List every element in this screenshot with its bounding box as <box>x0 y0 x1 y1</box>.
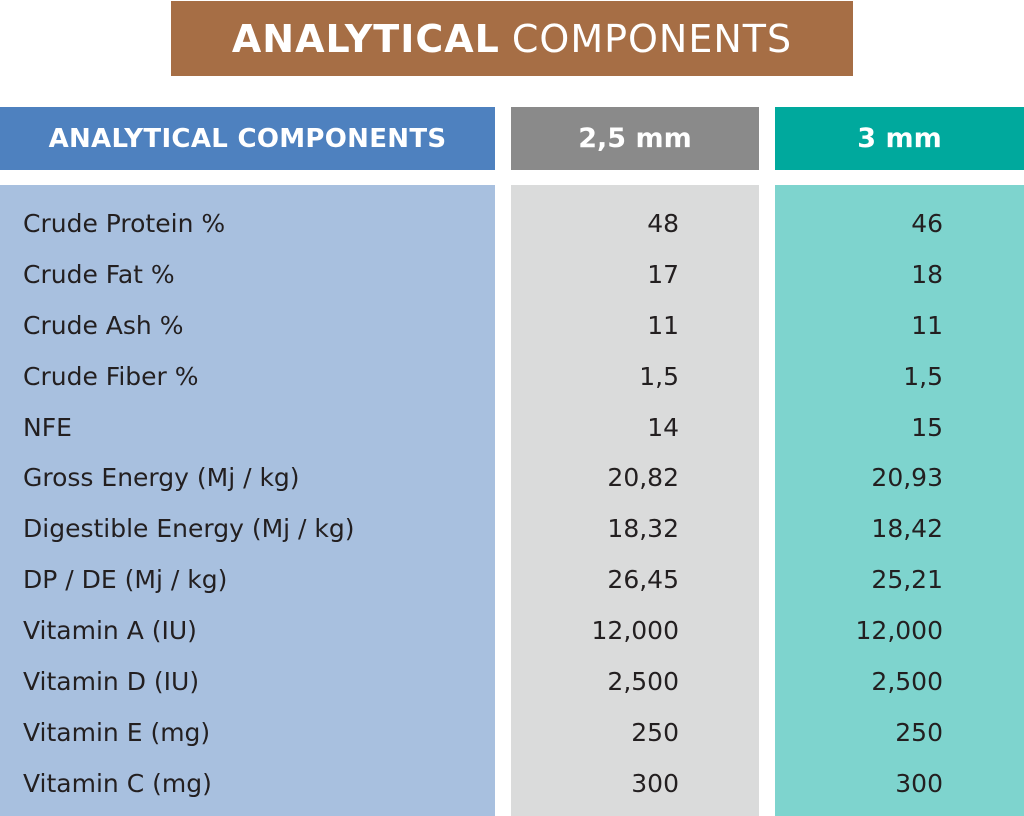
row-label: Gross Energy (Mj / kg) <box>23 463 300 493</box>
row-value-2-5mm: 12,000 <box>591 616 679 646</box>
row-label: Crude Ash % <box>23 310 184 340</box>
row-value-3mm: 15 <box>911 412 943 442</box>
table-row: Vitamin D (IU) 2,500 2,500 <box>0 657 1024 708</box>
title-light-word: COMPONENTS <box>511 16 793 61</box>
row-value-3mm: 25,21 <box>871 565 943 595</box>
row-value-2-5mm: 17 <box>647 259 679 289</box>
column-body-components <box>0 185 495 816</box>
header-3mm: 3 mm <box>775 107 1024 170</box>
column-body-2-5mm <box>511 185 759 816</box>
table-row: NFE 14 15 <box>0 403 1024 454</box>
row-value-2-5mm: 11 <box>647 310 679 340</box>
table-row: Crude Fat % 17 18 <box>0 250 1024 301</box>
title-bold-word: ANALYTICAL <box>231 16 500 61</box>
row-value-2-5mm: 250 <box>631 717 679 747</box>
table-rows: Crude Protein % 48 46 Crude Fat % 17 18 … <box>0 199 1024 810</box>
row-value-2-5mm: 18,32 <box>607 514 679 544</box>
row-value-2-5mm: 14 <box>647 412 679 442</box>
row-value-3mm: 46 <box>911 209 943 238</box>
row-value-3mm: 250 <box>895 717 943 747</box>
row-value-2-5mm: 48 <box>647 209 679 238</box>
page-title-banner: ANALYTICAL COMPONENTS <box>171 1 853 76</box>
table-row: Crude Fiber % 1,5 1,5 <box>0 352 1024 403</box>
row-value-3mm: 1,5 <box>903 361 943 391</box>
row-value-2-5mm: 26,45 <box>607 565 679 595</box>
table-row: Digestible Energy (Mj / kg) 18,32 18,42 <box>0 504 1024 555</box>
row-value-2-5mm: 300 <box>631 768 679 798</box>
row-label: Crude Fiber % <box>23 361 199 391</box>
column-body-3mm <box>775 185 1024 816</box>
row-value-2-5mm: 20,82 <box>607 463 679 493</box>
header-2-5mm: 2,5 mm <box>511 107 759 170</box>
row-value-3mm: 12,000 <box>855 616 943 646</box>
row-label: Vitamin D (IU) <box>23 667 200 697</box>
table-row: Gross Energy (Mj / kg) 20,82 20,93 <box>0 453 1024 504</box>
row-label: NFE <box>23 412 72 442</box>
row-value-2-5mm: 2,500 <box>607 667 679 697</box>
row-label: Crude Fat % <box>23 259 175 289</box>
row-label: Crude Protein % <box>23 209 226 238</box>
row-label: Digestible Energy (Mj / kg) <box>23 514 355 544</box>
table-row: Vitamin A (IU) 12,000 12,000 <box>0 606 1024 657</box>
header-components: ANALYTICAL COMPONENTS <box>0 107 495 170</box>
table-row: DP / DE (Mj / kg) 26,45 25,21 <box>0 555 1024 606</box>
row-value-3mm: 20,93 <box>871 463 943 493</box>
table-row: Crude Protein % 48 46 <box>0 199 1024 250</box>
row-value-3mm: 2,500 <box>871 667 943 697</box>
row-value-3mm: 11 <box>911 310 943 340</box>
table-row: Vitamin C (mg) 300 300 <box>0 759 1024 810</box>
row-label: DP / DE (Mj / kg) <box>23 565 228 595</box>
row-value-3mm: 18,42 <box>871 514 943 544</box>
table-row: Vitamin E (mg) 250 250 <box>0 708 1024 759</box>
row-value-2-5mm: 1,5 <box>639 361 679 391</box>
row-label: Vitamin E (mg) <box>23 717 211 747</box>
row-label: Vitamin A (IU) <box>23 616 197 646</box>
row-value-3mm: 18 <box>911 259 943 289</box>
row-value-3mm: 300 <box>895 768 943 798</box>
table-row: Crude Ash % 11 11 <box>0 301 1024 352</box>
row-label: Vitamin C (mg) <box>23 768 212 798</box>
